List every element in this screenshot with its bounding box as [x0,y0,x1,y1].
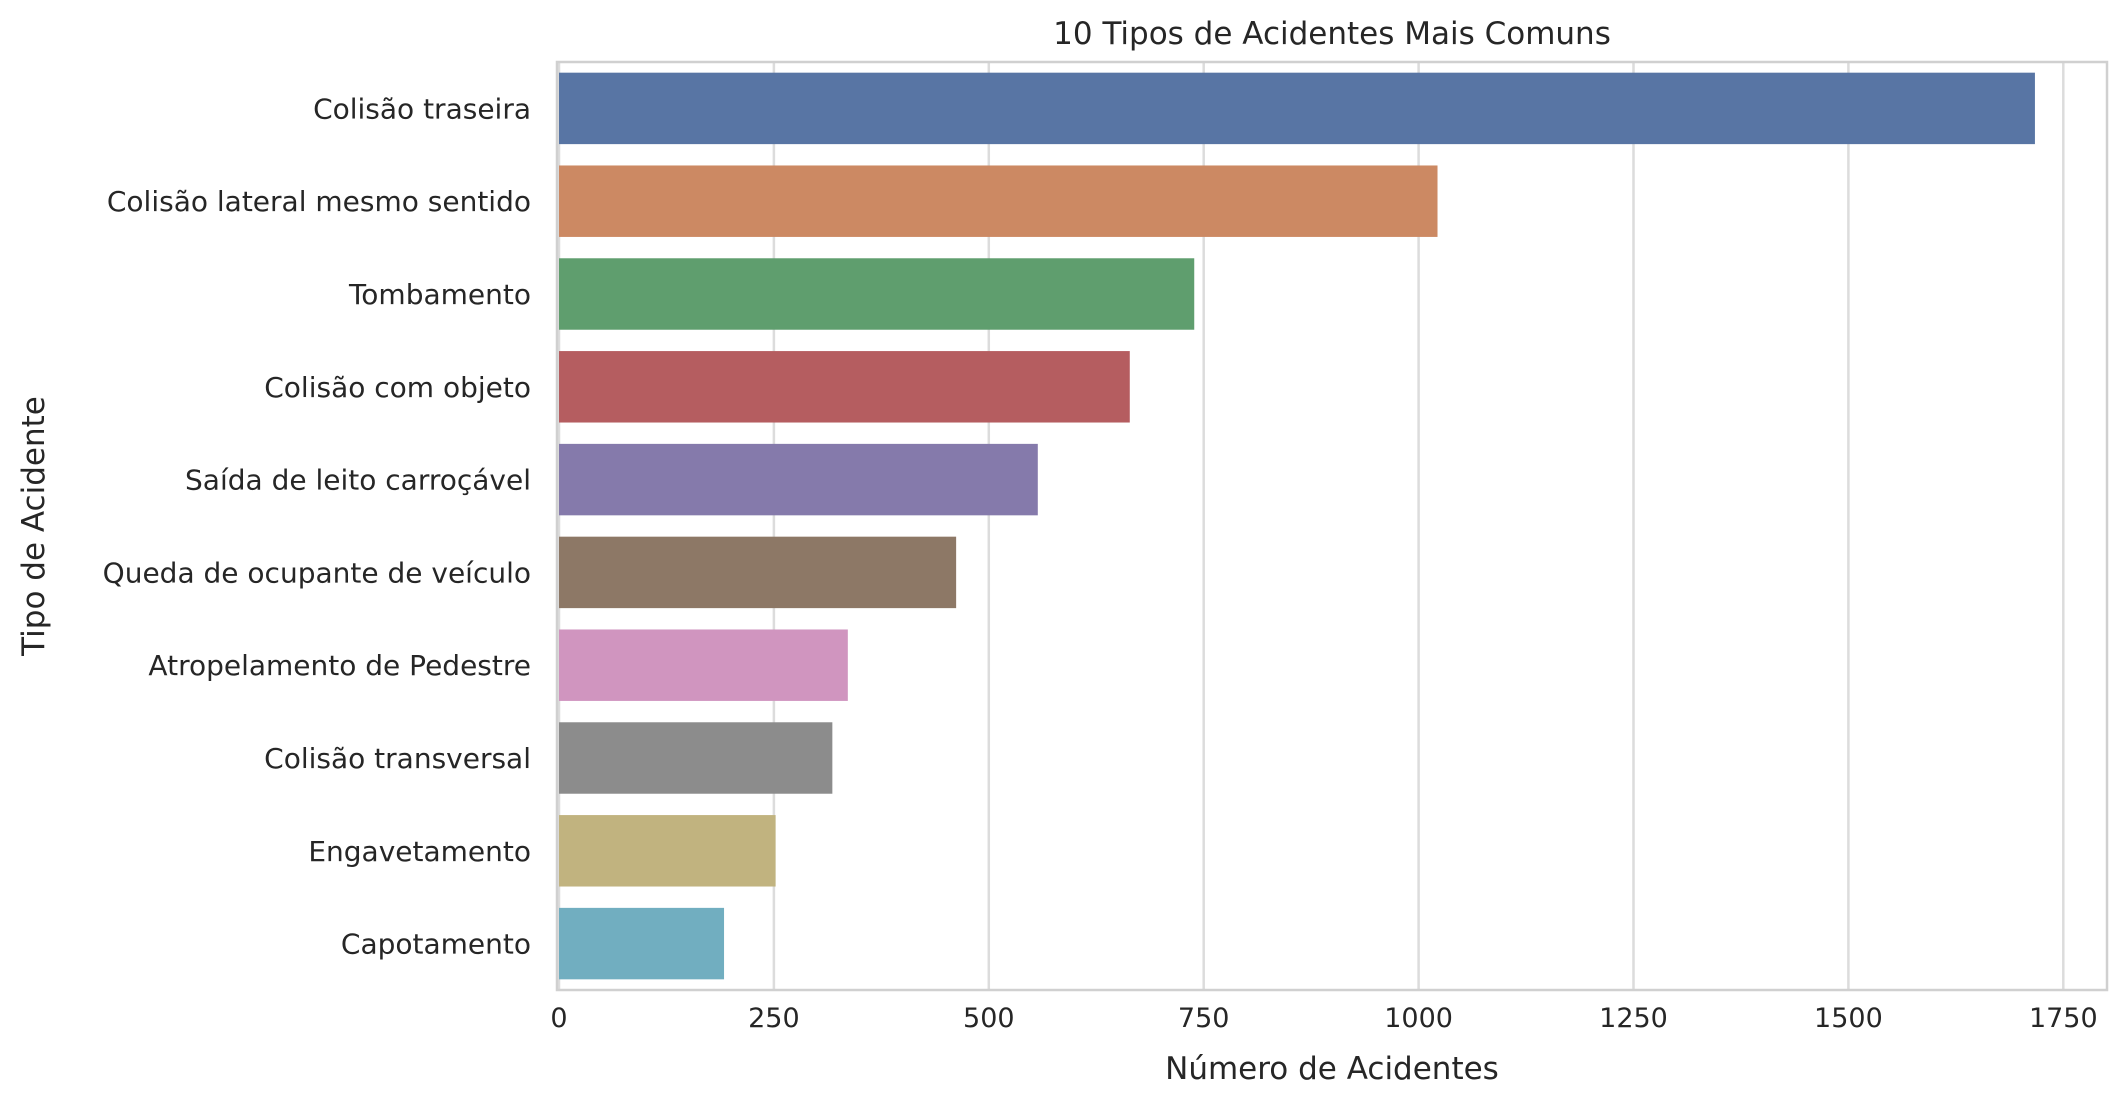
y-category-labels: Colisão traseira Colisão lateral mesmo se… [103,92,531,960]
x-tick-label: 1250 [1599,1003,1668,1034]
x-tick-label: 250 [748,1003,800,1034]
bar-4 [559,443,1038,516]
y-category-label: Queda de ocupante de veículo [103,556,531,589]
y-axis-label: Tipo de Acidente [16,396,52,657]
x-tick-label: 1000 [1384,1003,1453,1034]
bar-7 [559,722,833,794]
bar-0 [559,72,2035,145]
bar-5 [559,536,957,609]
bar-3 [559,351,1130,423]
bars [559,72,2035,980]
x-tick-label: 1500 [1814,1003,1883,1034]
plot-frame [555,60,2109,992]
x-axis-label: Número de Acidentes [1165,1051,1499,1087]
x-tick-labels: 0 250 500 750 1000 1250 1500 1750 [550,1003,2097,1034]
bar-6 [559,629,848,701]
bar-2 [559,258,1195,330]
bar-8 [559,815,776,887]
y-category-label: Colisão transversal [264,742,531,775]
chart-title: 10 Tipos de Acidentes Mais Comuns [1053,16,1611,52]
y-category-label: Saída de leito carroçável [185,464,531,497]
y-category-label: Colisão lateral mesmo sentido [107,185,531,218]
bar-1 [559,165,1438,237]
y-category-label: Colisão traseira [313,92,531,125]
y-category-label: Capotamento [341,928,531,961]
x-tick-label: 500 [963,1003,1015,1034]
y-category-label: Colisão com objeto [264,371,531,404]
x-tick-label: 1750 [2029,1003,2098,1034]
y-category-label: Atropelamento de Pedestre [148,649,531,682]
bar-9 [559,907,725,980]
y-category-label: Engavetamento [308,835,531,868]
y-category-label: Tombamento [348,278,531,311]
x-tick-label: 750 [1178,1003,1230,1034]
x-tick-label: 0 [550,1003,567,1034]
